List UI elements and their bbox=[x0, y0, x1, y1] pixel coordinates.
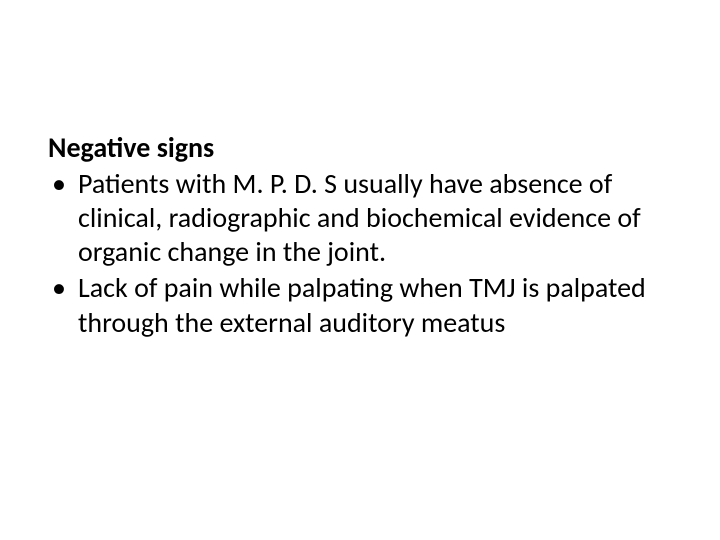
bullet-list: Patients with M. P. D. S usually have ab… bbox=[48, 167, 660, 340]
slide-heading: Negative signs bbox=[48, 130, 660, 165]
list-item: Lack of pain while palpating when TMJ is… bbox=[48, 271, 660, 339]
slide-container: Negative signs Patients with M. P. D. S … bbox=[0, 0, 720, 540]
list-item: Patients with M. P. D. S usually have ab… bbox=[48, 167, 660, 269]
